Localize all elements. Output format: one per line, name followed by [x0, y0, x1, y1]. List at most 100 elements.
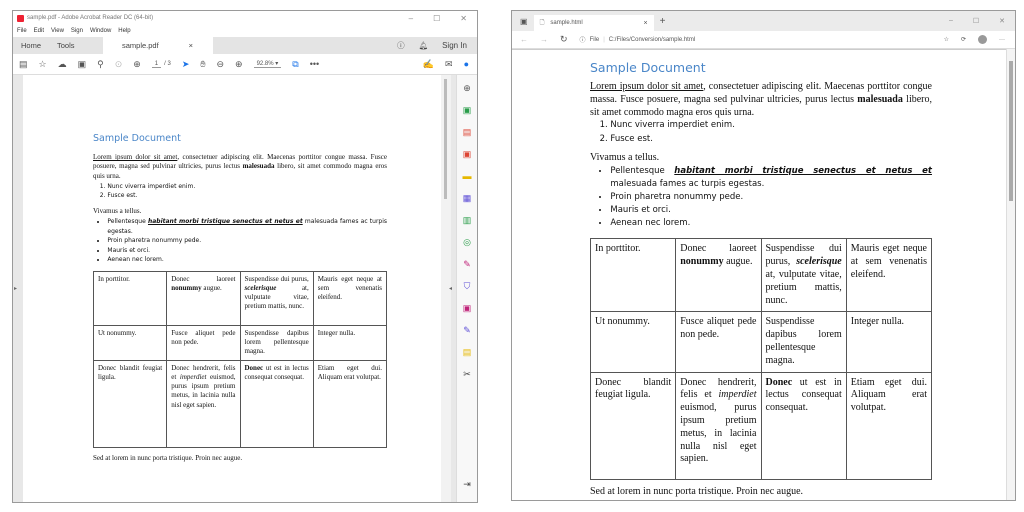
export-pdf-icon[interactable]: ▣: [462, 149, 472, 159]
comment-icon[interactable]: ▬: [462, 171, 472, 181]
text-run: Lorem ipsum dolor sit amet: [590, 81, 704, 92]
address-bar[interactable]: ⓘ File | C:/Files/Conversion/sample.html: [579, 36, 696, 45]
text-run: nonummy: [680, 256, 724, 268]
left-panel-toggle-icon[interactable]: ▸: [14, 286, 18, 292]
favorites-icon[interactable]: ☆: [943, 37, 949, 43]
maximize-button[interactable]: ☐: [972, 18, 980, 25]
browser-tab[interactable]: 🗋︎ sample.html ×: [533, 15, 654, 31]
help-icon[interactable]: ⓘ: [397, 41, 405, 50]
table-cell: Etiam eget dui. Aliquam erat volutpat.: [312, 360, 388, 449]
table-cell: Donec blandit feugiat ligula.: [589, 371, 677, 480]
text-run: Donec laoreet: [171, 274, 236, 283]
browser-tab-bar: ▣ 🗋︎ sample.html × + – ☐ ✕: [512, 11, 1015, 31]
scan-icon[interactable]: ◎: [463, 237, 471, 247]
settings-more-icon[interactable]: ···: [999, 36, 1005, 43]
zoom-out-icon[interactable]: ⊖: [216, 58, 225, 69]
zoom-level-select[interactable]: 92.8% ▾: [253, 60, 282, 68]
close-button[interactable]: ✕: [999, 18, 1005, 25]
pdf-page: Sample Document Lorem ipsum dolor sit ame…: [23, 75, 441, 502]
tab-close-icon[interactable]: ×: [188, 41, 194, 50]
back-icon[interactable]: ←: [520, 35, 528, 44]
table-cell: Suspendisse dui purus, scelerisque at, v…: [760, 238, 847, 313]
page-number-input[interactable]: 1: [151, 61, 162, 68]
fill-sign-icon[interactable]: ✎: [463, 259, 471, 269]
compress-icon[interactable]: ▣: [462, 303, 472, 313]
minimize-button[interactable]: –: [948, 17, 953, 24]
zoom-in-icon[interactable]: ⊕: [235, 58, 243, 69]
scrollbar-thumb[interactable]: [444, 79, 447, 199]
page-total: / 3: [164, 61, 171, 67]
table-cell: Fusce aliquet pede non pede.: [166, 324, 241, 362]
print-icon[interactable]: ▣: [77, 58, 87, 69]
minimize-button[interactable]: –: [408, 13, 414, 23]
menu-edit[interactable]: Edit: [33, 27, 45, 34]
url-text[interactable]: C:/Files/Conversion/sample.html: [608, 36, 696, 43]
more-tools-icon[interactable]: ✂: [463, 369, 471, 379]
zoom-tool-icon[interactable]: ⊕: [463, 83, 471, 93]
zoom-search-icon[interactable]: ⚲: [97, 58, 104, 69]
text-run: imperdiet: [718, 389, 757, 401]
text-run: Suspendisse dapibus lorem pellentesque m…: [765, 316, 842, 366]
edit-pdf-icon[interactable]: ▤: [462, 127, 472, 137]
list-item: Aenean nec lorem.: [107, 255, 387, 265]
combine-files-icon[interactable]: ▦: [462, 193, 472, 203]
tab-document[interactable]: sample.pdf ×: [102, 37, 213, 54]
new-tab-button[interactable]: +: [659, 15, 666, 27]
text-run: Suspendisse dui purus,: [244, 274, 309, 283]
scrollbar-thumb[interactable]: [1009, 61, 1013, 201]
right-panel-toggle-icon[interactable]: ◂: [449, 286, 453, 292]
text-run: Donec laoreet: [680, 243, 757, 255]
notification-bell-icon[interactable]: 🔔︎: [418, 41, 429, 50]
text-run: Suspendisse dapibus lorem pellentesque m…: [244, 328, 309, 356]
menu-view[interactable]: View: [51, 27, 64, 34]
create-pdf-icon[interactable]: ▣: [462, 105, 472, 115]
paragraph: Sed at lorem in nunc porta tristique. Pr…: [590, 485, 804, 497]
collapse-pane-icon[interactable]: ⇥: [463, 479, 471, 489]
table-cell: Fusce aliquet pede non pede.: [675, 311, 762, 373]
text-run: nonummy: [171, 283, 202, 292]
organize-pages-icon[interactable]: ▥: [462, 215, 472, 225]
tab-actions-icon[interactable]: ▣: [520, 16, 528, 26]
tab-home[interactable]: Home: [21, 41, 42, 50]
text-run: scelerisque: [796, 256, 842, 268]
tab-close-icon[interactable]: ×: [643, 19, 648, 27]
list-item: Proin pharetra nonummy pede.: [610, 191, 932, 204]
menu-window[interactable]: Window: [89, 27, 112, 34]
next-page-icon[interactable]: ⊕: [133, 58, 141, 69]
sign-in-button[interactable]: Sign In: [442, 41, 467, 50]
forward-icon[interactable]: →: [540, 35, 548, 44]
text-run: Lorem ipsum dolor sit amet: [93, 153, 178, 162]
bookmark-star-icon[interactable]: ☆: [38, 58, 47, 69]
prev-page-icon[interactable]: ⊙: [114, 58, 123, 69]
menu-file[interactable]: File: [17, 27, 27, 34]
select-cursor-icon[interactable]: ➤: [181, 58, 190, 69]
vertical-scrollbar[interactable]: [1006, 49, 1015, 500]
table-cell: Donec blandit feugiat ligula.: [92, 360, 168, 449]
email-icon[interactable]: ✉: [445, 58, 453, 69]
export-icon[interactable]: ▤: [462, 347, 472, 357]
menu-sign[interactable]: Sign: [70, 27, 83, 34]
upload-cloud-icon[interactable]: ☁: [57, 58, 67, 69]
menu-help[interactable]: Help: [118, 27, 131, 34]
more-icon[interactable]: •••: [309, 59, 320, 69]
send-signature-icon[interactable]: ✎: [463, 325, 471, 335]
tab-tools[interactable]: Tools: [57, 41, 75, 50]
profile-avatar[interactable]: [978, 35, 987, 44]
sign-icon[interactable]: ✍: [422, 58, 435, 69]
table-row: Donec blandit feugiat ligula. Donec hendr…: [589, 371, 933, 480]
close-button[interactable]: ✕: [460, 13, 467, 23]
table-cell: Donec laoreet nonummy augue.: [166, 270, 241, 326]
table-cell: Etiam eget dui. Aliquam erat volutpat.: [845, 371, 933, 480]
maximize-button[interactable]: ☐: [433, 13, 441, 23]
refresh-icon[interactable]: ↻: [560, 34, 568, 44]
save-icon[interactable]: ▤: [19, 58, 28, 69]
vertical-scrollbar[interactable]: [441, 75, 451, 502]
acrobat-logo-icon: [17, 14, 24, 22]
collections-icon[interactable]: ⟳: [960, 37, 966, 43]
protect-icon[interactable]: ⛉: [463, 281, 471, 291]
tab-bar: Home Tools sample.pdf × ⓘ 🔔︎ Sign In: [13, 37, 477, 54]
hand-icon[interactable]: ✋︎: [200, 58, 206, 69]
text-run: ut est in lectus consequat consequat.: [765, 376, 842, 414]
share-user-icon[interactable]: ●: [463, 59, 469, 69]
fit-page-icon[interactable]: ⧉: [292, 58, 299, 69]
